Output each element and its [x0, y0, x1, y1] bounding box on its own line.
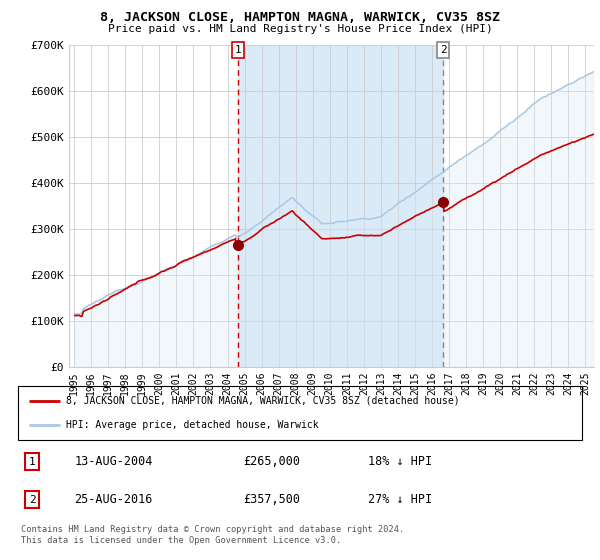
Text: 27% ↓ HPI: 27% ↓ HPI: [368, 493, 432, 506]
Text: 1: 1: [29, 457, 35, 467]
Text: 2: 2: [440, 45, 446, 55]
Text: 2: 2: [29, 494, 35, 505]
Bar: [238, 45, 443, 367]
Text: 8, JACKSON CLOSE, HAMPTON MAGNA, WARWICK, CV35 8SZ (detached house): 8, JACKSON CLOSE, HAMPTON MAGNA, WARWICK…: [66, 396, 460, 406]
Text: £265,000: £265,000: [244, 455, 301, 468]
Text: £357,500: £357,500: [244, 493, 301, 506]
Text: 25-AUG-2016: 25-AUG-2016: [74, 493, 153, 506]
Text: Contains HM Land Registry data © Crown copyright and database right 2024.
This d: Contains HM Land Registry data © Crown c…: [21, 525, 404, 545]
Text: 13-AUG-2004: 13-AUG-2004: [74, 455, 153, 468]
Text: 18% ↓ HPI: 18% ↓ HPI: [368, 455, 432, 468]
Text: 1: 1: [235, 45, 242, 55]
Text: 8, JACKSON CLOSE, HAMPTON MAGNA, WARWICK, CV35 8SZ: 8, JACKSON CLOSE, HAMPTON MAGNA, WARWICK…: [100, 11, 500, 24]
Text: Price paid vs. HM Land Registry's House Price Index (HPI): Price paid vs. HM Land Registry's House …: [107, 24, 493, 34]
Text: HPI: Average price, detached house, Warwick: HPI: Average price, detached house, Warw…: [66, 420, 319, 430]
